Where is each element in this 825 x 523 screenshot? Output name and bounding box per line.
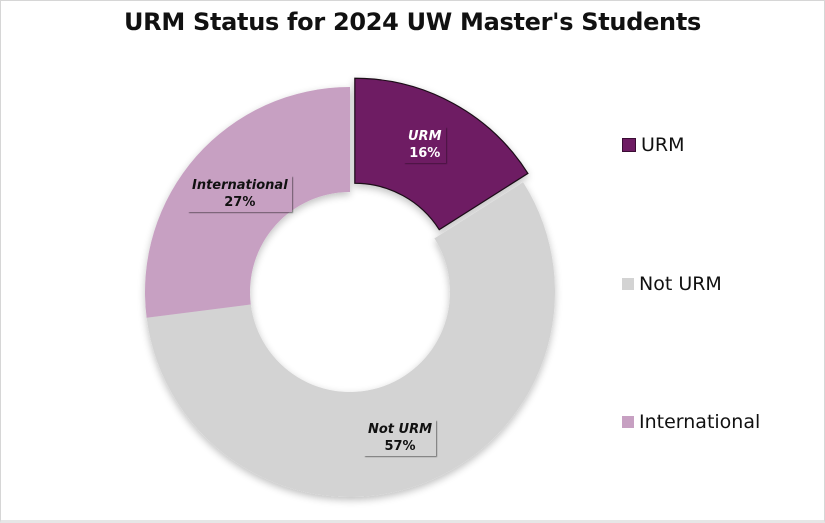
chart-title: URM Status for 2024 UW Master's Students bbox=[123, 8, 702, 36]
slice-not-urm bbox=[146, 182, 555, 498]
data-label-international-name: International bbox=[192, 178, 288, 193]
legend-label-international: International bbox=[639, 411, 761, 433]
legend-label-urm: URM bbox=[641, 134, 685, 156]
data-label-international: International 27% bbox=[188, 176, 292, 212]
legend-swatch-urm bbox=[622, 138, 636, 152]
legend-item-not-urm: Not URM bbox=[622, 273, 722, 295]
data-label-urm-pct: 16% bbox=[409, 146, 441, 161]
data-label-urm: URM 16% bbox=[404, 127, 446, 163]
data-label-not-urm: Not URM 57% bbox=[364, 420, 437, 456]
legend-swatch-international bbox=[622, 416, 634, 428]
legend-item-international: International bbox=[622, 411, 760, 433]
data-label-international-pct: 27% bbox=[224, 195, 256, 210]
data-label-urm-name: URM bbox=[408, 129, 442, 144]
data-label-not-urm-name: Not URM bbox=[368, 422, 433, 437]
legend-item-urm: URM bbox=[622, 134, 685, 156]
legend-label-not-urm: Not URM bbox=[639, 273, 722, 295]
data-label-not-urm-pct: 57% bbox=[384, 439, 416, 454]
legend-swatch-not-urm bbox=[622, 278, 634, 290]
